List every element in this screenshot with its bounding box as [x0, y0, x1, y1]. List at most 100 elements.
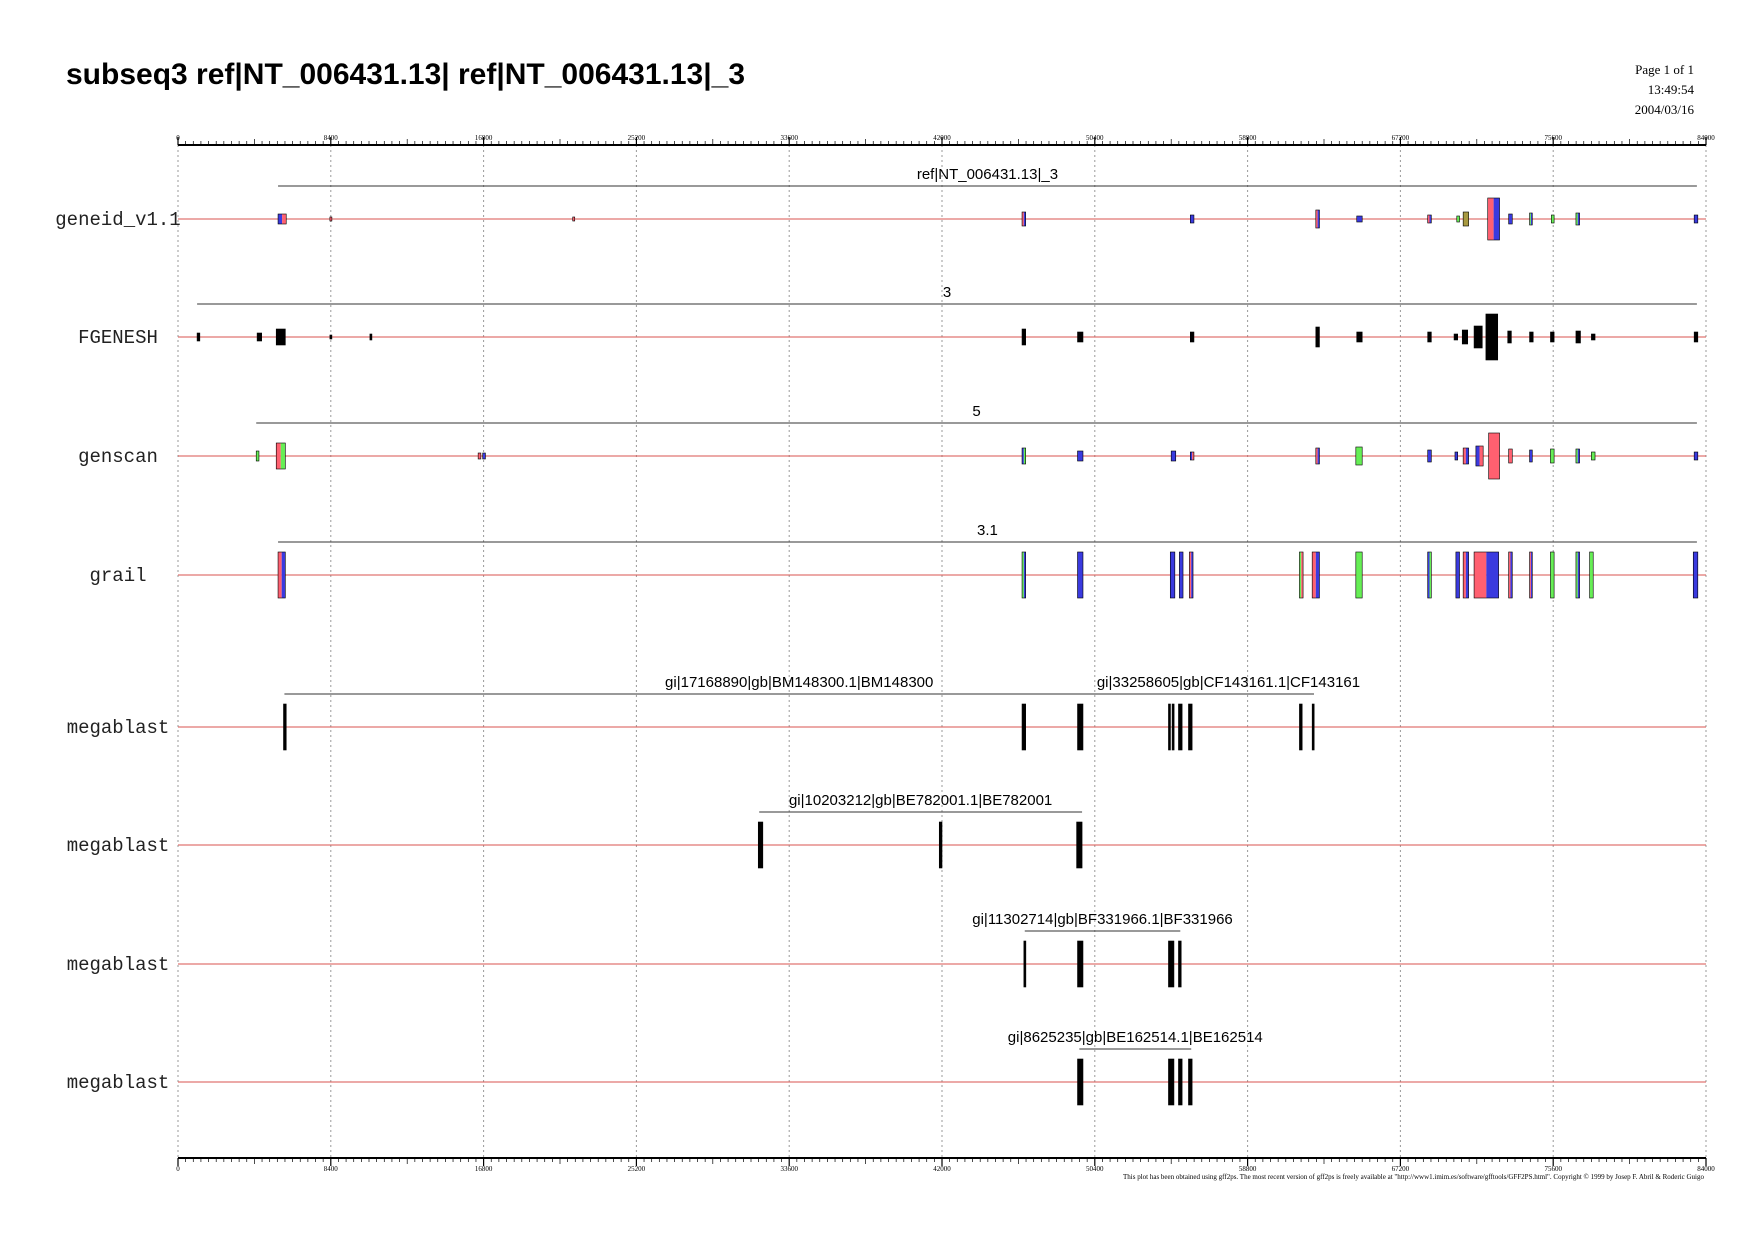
exon-fill: [1168, 1059, 1174, 1105]
exon-fill: [1693, 552, 1698, 598]
exon-outline: [1190, 214, 1195, 224]
exon-outline: [255, 450, 260, 462]
print-time: 13:49:54: [1647, 82, 1694, 97]
exon-fill: [1551, 215, 1555, 223]
exon-fill: [1188, 704, 1193, 750]
tick-label: 75600: [1544, 1165, 1562, 1173]
exon-fill: [276, 329, 286, 345]
exon-fill: [1190, 215, 1194, 223]
exon-outline: [1473, 551, 1499, 599]
exon-fill: [1474, 552, 1487, 598]
exon-fill: [1299, 552, 1302, 598]
tracks-layer: geneid_v1.1 ref|NT_006431.13|_3 FGENESH 3 ge…: [55, 166, 1706, 1106]
exon-outline: [1508, 213, 1513, 225]
exon-outline: [277, 551, 286, 599]
track-grail: grail 3.1: [89, 522, 1706, 599]
exon-outline: [1189, 551, 1194, 599]
track-label: genscan: [78, 446, 158, 468]
exon-outline: [1178, 940, 1182, 988]
exon-fill: [1190, 332, 1194, 342]
top-ruler: 0 8400 16800 25200 33600 42000 50400 58800 67200…: [176, 134, 1715, 146]
page-meta: Page 1 of 1 13:49:54 2004/03/16: [1494, 60, 1694, 120]
exon-fill: [1550, 552, 1555, 598]
exon-outline: [1179, 551, 1184, 599]
exon-outline: [477, 452, 482, 460]
exon-fill: [1530, 552, 1533, 598]
exon-outline: [1475, 445, 1484, 467]
exon-fill: [478, 453, 481, 459]
exon-fill: [1317, 210, 1320, 228]
exon-outline: [1168, 940, 1175, 988]
exon-fill: [1178, 941, 1182, 987]
exon-outline: [1529, 212, 1533, 226]
tick-label: 33600: [780, 1165, 798, 1173]
exon-outline: [1591, 451, 1596, 461]
exon-fill: [1429, 552, 1432, 598]
tick-label: 75600: [1544, 134, 1562, 142]
exon-fill: [1356, 332, 1363, 342]
exon-outline: [1529, 551, 1533, 599]
track-fgenesh: FGENESH 3: [78, 284, 1706, 361]
exon-outline: [1692, 551, 1699, 599]
track-megablast: megablast gi|17168890|gb|BM148300.1|BM148…: [67, 674, 1706, 751]
exon-fill: [1023, 212, 1026, 226]
exon-outline: [1077, 551, 1084, 599]
exon-fill: [1188, 1059, 1193, 1105]
exon-fill: [1487, 198, 1494, 240]
exon-fill: [1022, 704, 1026, 750]
exon-outline: [1021, 551, 1026, 599]
exon-outline: [1021, 211, 1026, 227]
exon-outline: [1315, 326, 1320, 348]
exon-fill: [1077, 704, 1083, 750]
track-megablast: megablast gi|8625235|gb|BE162514.1|BE1625…: [67, 1029, 1706, 1106]
exon-outline: [1315, 447, 1320, 465]
exon-fill: [280, 443, 286, 469]
exon-fill: [1475, 446, 1480, 466]
exon-outline: [1188, 703, 1193, 751]
exon-fill: [1315, 448, 1318, 464]
exon-fill: [1077, 941, 1083, 987]
exon-outline: [1551, 214, 1555, 224]
tick-label: 16800: [475, 134, 493, 142]
group-name-label: gi|10203212|gb|BE782001.1|BE782001: [789, 792, 1052, 809]
exon-outline: [1462, 211, 1469, 227]
track-genscan: genscan 5: [78, 403, 1706, 480]
exon-fill: [282, 214, 287, 224]
exon-outline: [1077, 703, 1084, 751]
exon-outline: [1077, 1058, 1084, 1106]
exon-outline: [1021, 703, 1026, 751]
exon-fill: [1077, 552, 1083, 598]
exon-outline: [1076, 821, 1083, 869]
track-megablast: megablast gi|11302714|gb|BF331966.1|BF331…: [67, 911, 1706, 988]
exon-outline: [329, 216, 333, 222]
exon-fill: [1301, 552, 1304, 598]
exon-fill: [1463, 212, 1469, 226]
exon-outline: [1427, 449, 1432, 463]
exon-fill: [1455, 552, 1460, 598]
group-name-label: 3.1: [977, 522, 998, 539]
exon-fill: [1022, 212, 1024, 226]
exon-outline: [1529, 331, 1534, 343]
track-label: FGENESH: [78, 327, 158, 349]
exon-fill: [1486, 552, 1499, 598]
track-megablast: megablast gi|10203212|gb|BE782001.1|BE782…: [67, 792, 1706, 869]
group-name-label: gi|17168890|gb|BM148300.1|BM148300: [665, 674, 933, 691]
exon-outline: [256, 332, 262, 342]
exon-fill: [1315, 327, 1320, 347]
group-name-label: ref|NT_006431.13|_3: [917, 166, 1058, 183]
exon-fill: [329, 335, 332, 339]
track-label: grail: [89, 565, 146, 587]
exon-fill: [1591, 452, 1596, 460]
exon-fill: [572, 217, 575, 221]
exon-outline: [1550, 448, 1555, 464]
exon-fill: [1178, 1059, 1183, 1105]
page-number: Page 1 of 1: [1635, 62, 1694, 77]
exon-outline: [1077, 450, 1084, 462]
tick-label: 67200: [1392, 1165, 1410, 1173]
exon-fill: [1575, 331, 1581, 343]
tick-label: 0: [176, 1165, 180, 1173]
exon-fill: [1022, 552, 1024, 598]
exon-fill: [1022, 448, 1024, 464]
exon-fill: [197, 333, 200, 341]
exon-fill: [1023, 448, 1026, 464]
